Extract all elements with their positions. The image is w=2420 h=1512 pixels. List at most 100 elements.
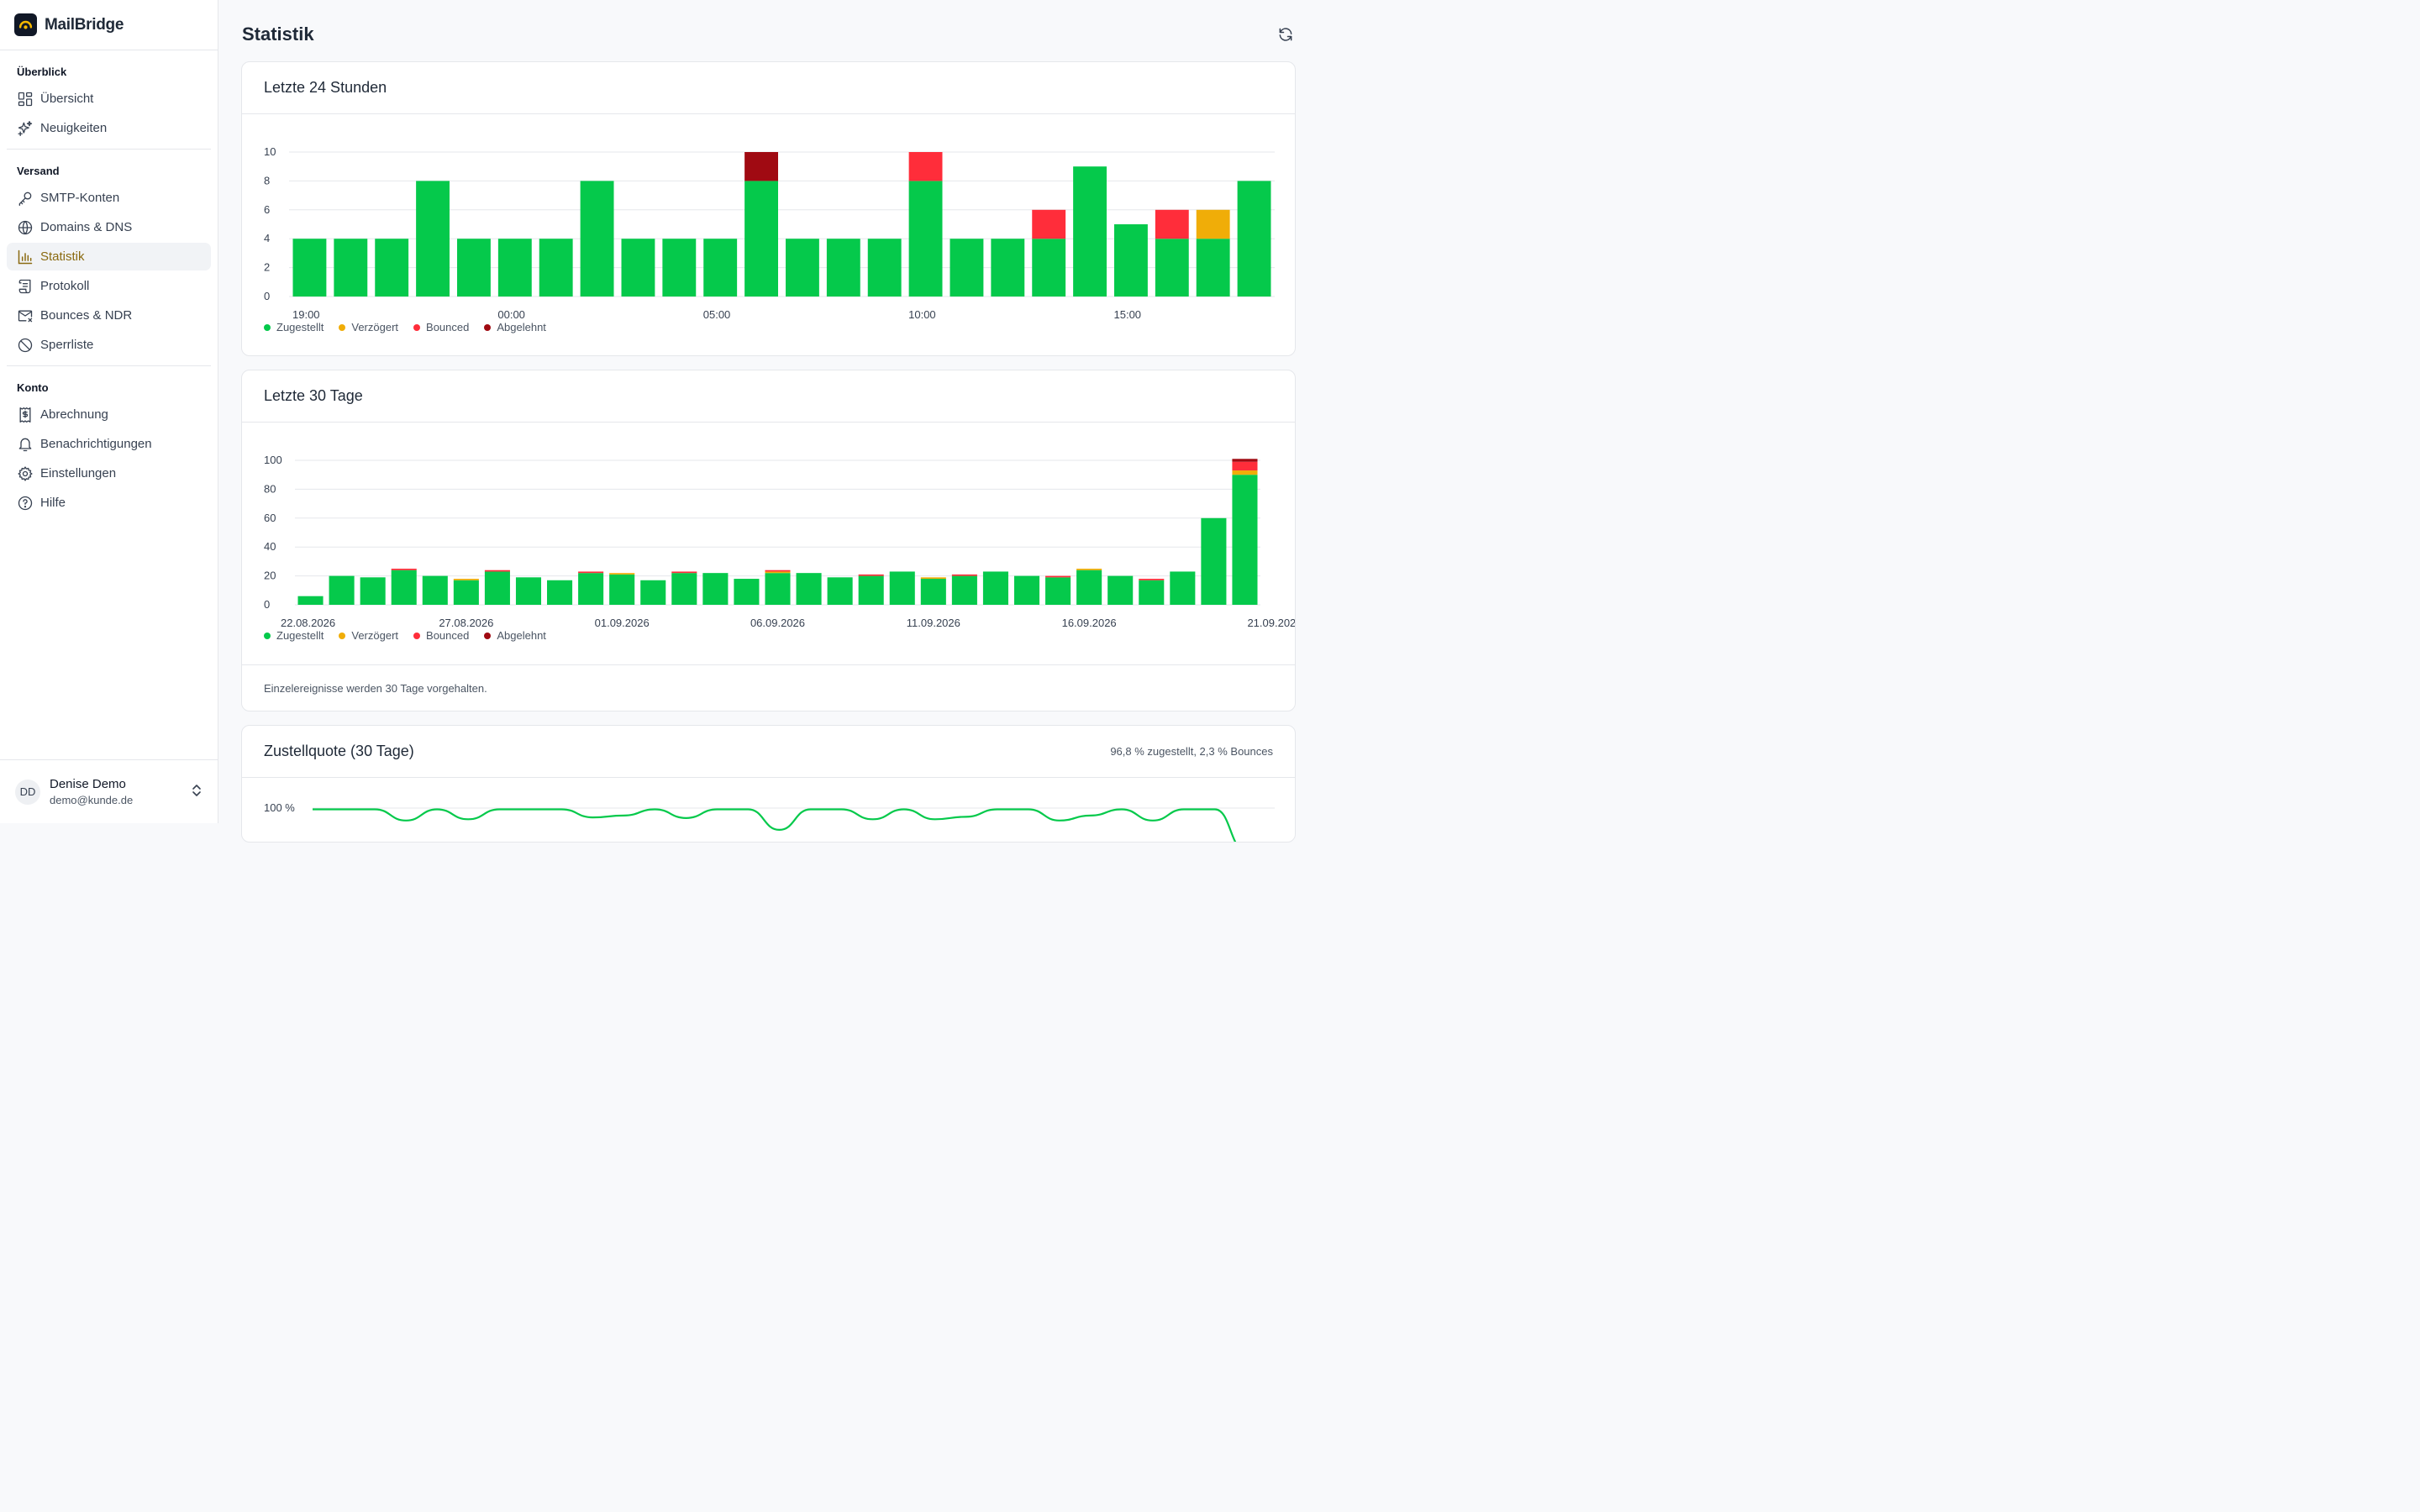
bar-segment-delivered[interactable] [796,573,822,605]
bar-segment-delivered[interactable] [826,239,860,297]
sidebar-item-label: Benachrichtigungen [40,437,152,451]
sidebar-item-settings[interactable]: Einstellungen [7,459,211,487]
bar-segment-delivered[interactable] [580,181,614,297]
bar-segment-bounced[interactable] [671,571,697,574]
bar-segment-delayed[interactable] [1076,569,1102,570]
bar-segment-delivered[interactable] [1076,570,1102,605]
bar-segment-delivered[interactable] [539,239,573,297]
bar-segment-delivered[interactable] [329,575,355,605]
bar-segment-delivered[interactable] [1107,575,1134,605]
bar-segment-delivered[interactable] [640,580,666,605]
refresh-icon[interactable] [1277,26,1294,43]
sidebar-item-billing[interactable]: Abrechnung [7,401,211,428]
bar-segment-delivered[interactable] [671,573,697,605]
bar-segment-bounced[interactable] [858,574,884,576]
bar-segment-delivered[interactable] [422,575,448,605]
bar-segment-bounced[interactable] [1232,461,1258,471]
bar-segment-delivered[interactable] [703,239,738,297]
bar-segment-rejected[interactable] [1232,459,1258,462]
bar-segment-bounced[interactable] [951,574,977,576]
bar-segment-delivered[interactable] [744,181,778,297]
bar-segment-delivered[interactable] [950,239,984,297]
sidebar-item-smtp-accounts[interactable]: SMTP-Konten [7,184,211,212]
bar-segment-delayed[interactable] [920,577,946,580]
sidebar-item-news[interactable]: Neuigkeiten [7,114,211,142]
bar-segment-bounced[interactable] [484,570,510,572]
bar-segment-delivered[interactable] [951,575,977,605]
bar-segment-delivered[interactable] [920,579,946,605]
bar-segment-delivered[interactable] [416,181,450,297]
bar-segment-delivered[interactable] [1170,571,1196,605]
bar-segment-delivered[interactable] [1073,166,1107,297]
bar-segment-delivered[interactable] [360,577,386,605]
bar-segment-delivered[interactable] [982,571,1008,605]
sidebar-item-bounces[interactable]: Bounces & NDR [7,302,211,329]
bar-segment-delivered[interactable] [375,239,409,297]
user-info: Denise Demo demo@kunde.de [50,777,133,806]
bar-segment-delivered[interactable] [908,181,943,297]
sidebar-item-help[interactable]: Hilfe [7,489,211,517]
legend-label: Bounced [426,321,470,333]
bar-segment-delivered[interactable] [621,239,655,297]
bar-segment-delayed[interactable] [1196,209,1230,239]
bar-segment-delivered[interactable] [1032,239,1066,297]
bar-segment-bounced[interactable] [1032,209,1066,239]
sidebar-item-statistics[interactable]: Statistik [7,243,211,270]
bar-segment-delivered[interactable] [453,580,479,605]
bar-segment-delivered[interactable] [662,239,697,297]
bar-segment-delivered[interactable] [702,573,729,605]
bar-segment-delivered[interactable] [578,573,604,605]
bar-segment-delivered[interactable] [334,239,368,297]
bar-segment-bounced[interactable] [1155,209,1189,239]
bar-segment-delayed[interactable] [609,573,635,575]
bar-segment-delivered[interactable] [497,239,532,297]
bar-segment-delivered[interactable] [765,573,791,605]
bar-segment-delivered[interactable] [991,239,1025,297]
bar-segment-bounced[interactable] [391,569,417,570]
sidebar-item-overview[interactable]: Übersicht [7,85,211,113]
bar-segment-delivered[interactable] [547,580,573,605]
bar-segment-delivered[interactable] [292,239,327,297]
brand[interactable]: MailBridge [0,0,218,50]
sidebar-item-blocklist[interactable]: Sperrliste [7,331,211,359]
delivery-rate-line[interactable] [313,808,1246,843]
bar-segment-delivered[interactable] [297,596,324,605]
bar-segment-delayed[interactable] [765,571,791,574]
bar-segment-delivered[interactable] [786,239,819,297]
user-menu[interactable]: DD Denise Demo demo@kunde.de [0,759,218,823]
receipt-icon [19,407,31,423]
bar-segment-delivered[interactable] [1237,181,1271,297]
bar-segment-bounced[interactable] [765,570,791,572]
bar-segment-delivered[interactable] [734,579,760,605]
sidebar-item-notifications[interactable]: Benachrichtigungen [7,430,211,458]
bar-segment-rejected[interactable] [744,152,778,181]
bar-segment-delivered[interactable] [391,570,417,605]
legend-item-delayed: Verzögert [339,629,398,642]
bar-segment-bounced[interactable] [1139,579,1165,580]
bar-segment-delivered[interactable] [1139,580,1165,605]
bar-segment-delivered[interactable] [827,577,853,605]
bar-segment-delivered[interactable] [609,574,635,605]
bar-segment-delivered[interactable] [867,239,902,297]
bar-segment-bounced[interactable] [908,152,943,181]
bar-segment-delivered[interactable] [1232,475,1258,605]
bar-segment-delivered[interactable] [1201,517,1227,605]
bar-segment-delivered[interactable] [457,239,491,297]
bar-segment-delivered[interactable] [515,577,542,605]
bar-segment-delayed[interactable] [1232,470,1258,475]
ban-icon [18,338,33,352]
bar-segment-delivered[interactable] [1013,575,1040,605]
bar-segment-delivered[interactable] [889,571,915,605]
bar-segment-delivered[interactable] [484,571,510,605]
bar-segment-delivered[interactable] [1155,239,1189,297]
bar-segment-delivered[interactable] [858,575,884,605]
bar-segment-bounced[interactable] [1045,575,1071,578]
bar-segment-bounced[interactable] [578,571,604,574]
bar-segment-delivered[interactable] [1196,239,1230,297]
bar-segment-delivered[interactable] [1114,224,1148,297]
sidebar-item-domains-dns[interactable]: Domains & DNS [7,213,211,241]
legend-item-delayed: Verzögert [339,321,398,333]
bar-segment-delivered[interactable] [1045,577,1071,605]
sidebar-item-log[interactable]: Protokoll [7,272,211,300]
bar-segment-delayed[interactable] [453,579,479,580]
